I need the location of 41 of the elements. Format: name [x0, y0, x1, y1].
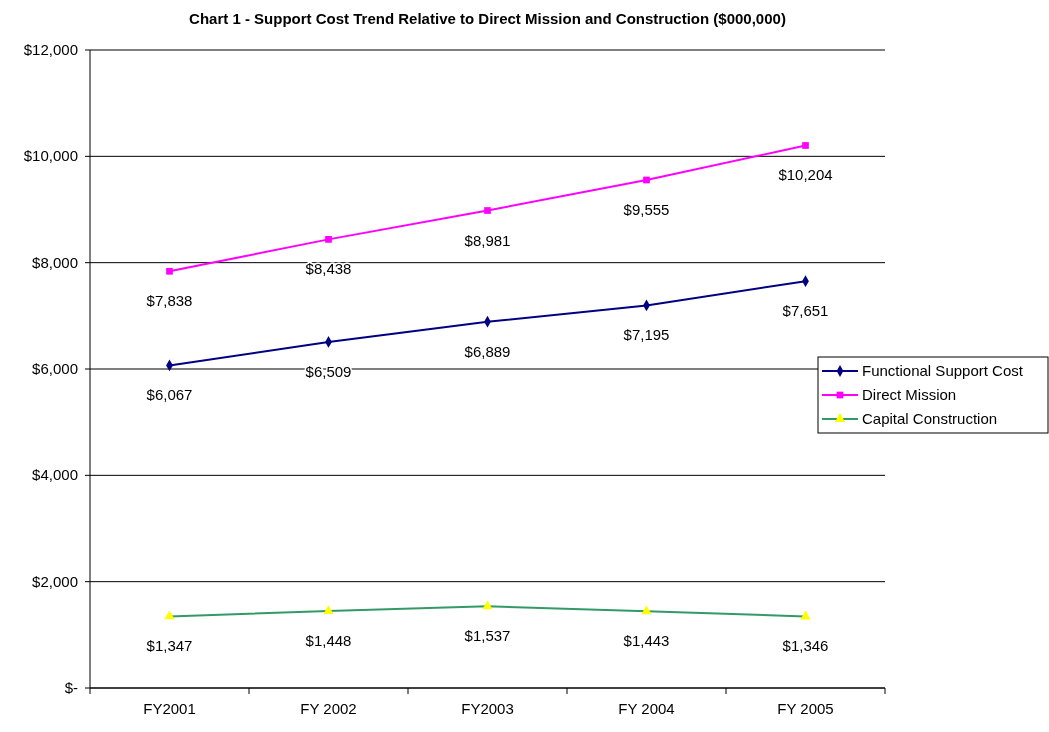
data-label: $8,981 [464, 231, 511, 249]
x-tick-label: FY2003 [461, 700, 514, 717]
data-label: $6,509 [305, 362, 352, 380]
legend-label: Direct Mission [862, 386, 957, 403]
point [325, 236, 332, 243]
point [800, 610, 811, 620]
x-tick-label: FY 2002 [300, 700, 357, 717]
point [641, 605, 652, 615]
data-label: $7,651 [782, 302, 829, 320]
data-label: $7,195 [623, 326, 670, 344]
point [802, 142, 809, 149]
x-tick-label: FY 2004 [618, 700, 675, 717]
y-tick-label: $10,000 [23, 147, 78, 165]
legend-label: Capital Construction [862, 410, 998, 427]
data-label: $1,448 [305, 632, 352, 650]
chart-title: Chart 1 - Support Cost Trend Relative to Direct Mission and Construction ($000,000) [189, 10, 786, 27]
point [643, 176, 650, 184]
y-tick-label: $4,000 [32, 466, 78, 484]
data-label: $6,889 [464, 342, 511, 360]
data-label: $7,838 [146, 292, 193, 310]
legend-label: Functional Support Cost [862, 362, 1024, 379]
data-label: $8,438 [305, 260, 352, 278]
data-label: $6,067 [146, 386, 193, 404]
data-label: $9,555 [623, 200, 670, 218]
point [164, 610, 175, 620]
point [166, 267, 173, 275]
y-tick-label: $6,000 [32, 360, 78, 377]
data-label: $10,204 [778, 166, 833, 184]
data-label: $1,537 [464, 627, 511, 645]
data-label: $1,346 [782, 637, 829, 655]
y-tick-label: $2,000 [32, 572, 78, 590]
data-label: $1,443 [623, 632, 670, 650]
point [323, 605, 334, 614]
x-tick-label: FY 2005 [777, 700, 834, 717]
y-tick-label: $- [64, 679, 78, 696]
y-tick-label: $12,000 [23, 41, 78, 58]
data-label: $1,347 [146, 637, 193, 655]
x-tick-label: FY2001 [143, 700, 196, 717]
point [484, 207, 491, 214]
y-tick-label: $8,000 [32, 253, 78, 271]
point [482, 600, 493, 610]
